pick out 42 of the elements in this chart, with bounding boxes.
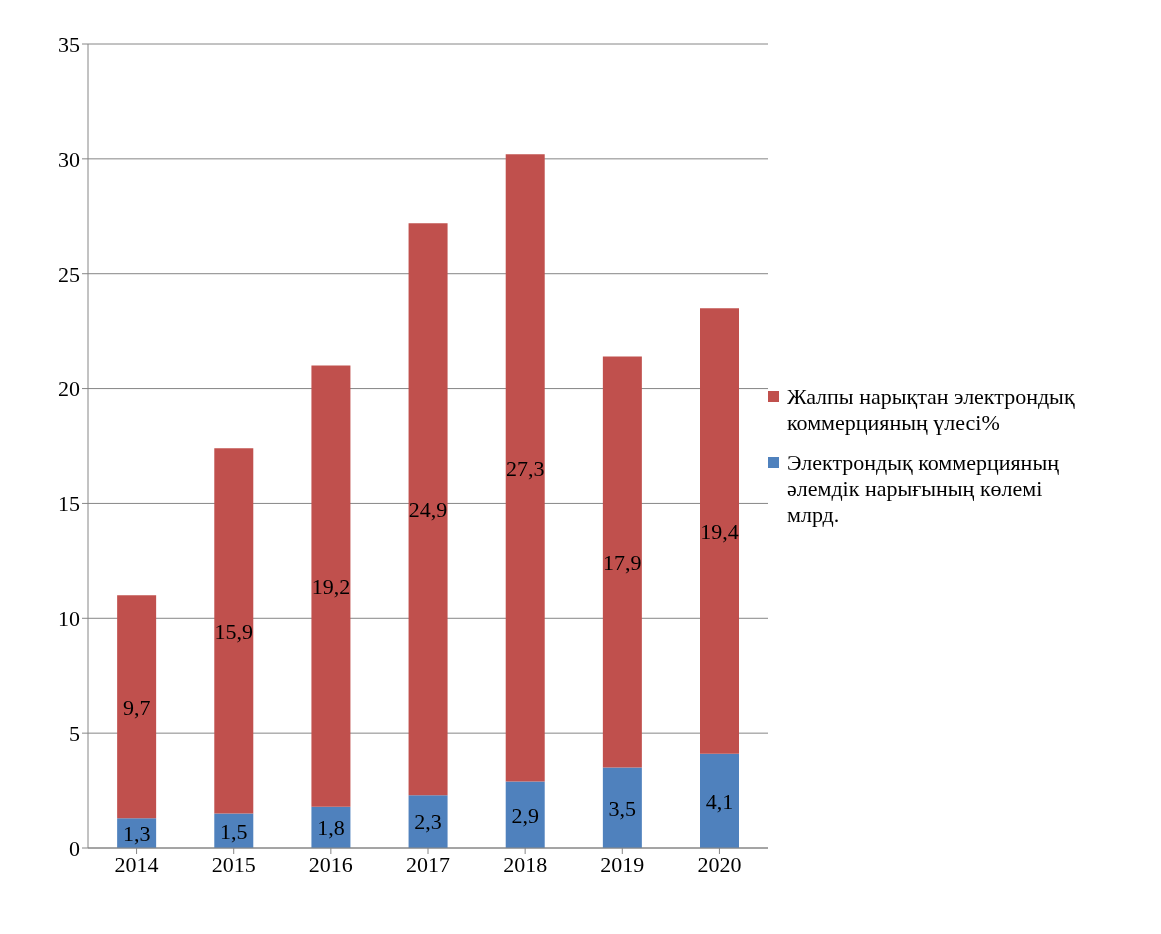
bar [700,753,739,848]
y-tick-label: 5 [69,720,80,746]
bar [311,365,351,807]
bar [214,448,254,814]
data-label: 19,2 [311,573,351,599]
bar [505,781,545,848]
legend-label: Электрондық коммерцияның әлемдік нарығының көлемі млрд. [787,450,1060,528]
data-label: 24,9 [408,496,448,522]
bar [408,223,448,796]
bar [408,795,448,848]
y-tick-label: 10 [58,606,80,632]
y-tick-label: 25 [58,261,80,287]
data-label: 27,3 [505,455,545,481]
bar [700,308,739,754]
data-label: 4,1 [705,788,734,814]
x-tick-label: 2014 [114,851,159,877]
x-tick-label: 2017 [406,851,450,877]
data-label: 19,4 [700,518,739,544]
x-tick-label: 2015 [211,851,256,877]
x-tick-label: 2018 [503,851,548,877]
data-label: 15,9 [214,618,254,644]
y-tick-label: 0 [69,835,80,861]
y-tick-label: 35 [58,31,80,57]
legend-label: Жалпы нарықтан электрондық коммерцияның үлесі% [787,384,1076,436]
y-tick-label: 30 [58,146,80,172]
data-label: 1,3 [122,820,151,846]
x-tick-label: 2016 [308,851,353,877]
data-label: 17,9 [603,549,642,575]
x-tick-label: 2019 [600,851,645,877]
data-label: 1,8 [317,815,345,841]
x-tick-label: 2020 [697,851,742,877]
y-tick-label: 20 [58,376,80,402]
data-label: 3,5 [608,795,637,821]
bar [505,154,545,782]
data-label: 2,9 [511,802,539,828]
y-tick-label: 15 [58,491,80,517]
bar [602,356,642,768]
data-label: 1,5 [220,818,248,844]
bar [602,767,642,848]
data-label: 2,3 [414,809,442,835]
bar [117,595,157,819]
data-label: 9,7 [122,694,151,720]
